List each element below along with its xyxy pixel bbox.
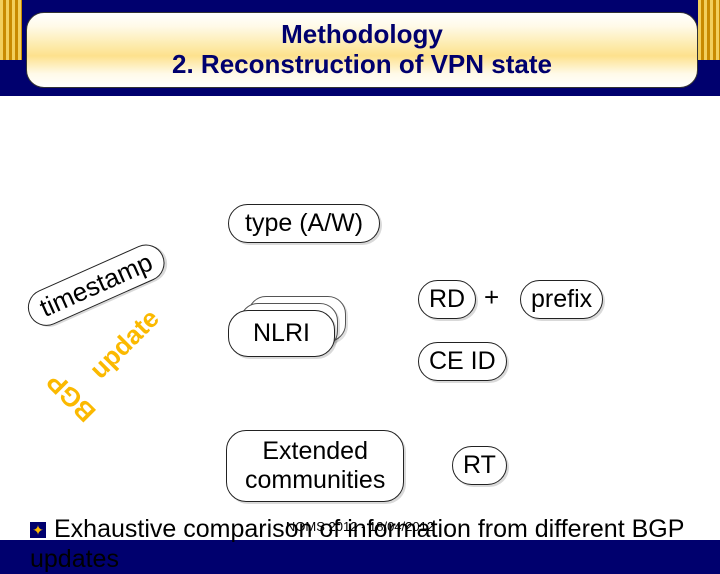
chip-rt: RT [452,446,507,485]
extended-line2: communities [245,466,385,495]
chip-ce-id: CE ID [418,342,507,381]
chip-rd: RD [418,280,476,319]
decorative-stripe-left [0,0,22,60]
chip-type: type (A/W) [228,204,380,243]
decorative-stripe-right [698,0,720,60]
title-box: Methodology 2. Reconstruction of VPN sta… [26,12,698,88]
bgp-text: BGP [40,366,102,428]
chip-extended-communities: Extended communities [226,430,404,502]
chip-prefix: prefix [520,280,603,319]
footer-text: NOMS 2012 - 18/04/2012 [0,519,720,534]
chip-nlri: NLRI [228,310,335,357]
title-line2: 2. Reconstruction of VPN state [172,50,552,80]
content-area: type (A/W) timestamp BGP update NLRI RD … [0,96,720,540]
update-text: update [83,303,164,384]
title-line1: Methodology [281,20,443,50]
extended-line1: Extended [245,437,385,466]
plus-sign: + [484,282,499,313]
